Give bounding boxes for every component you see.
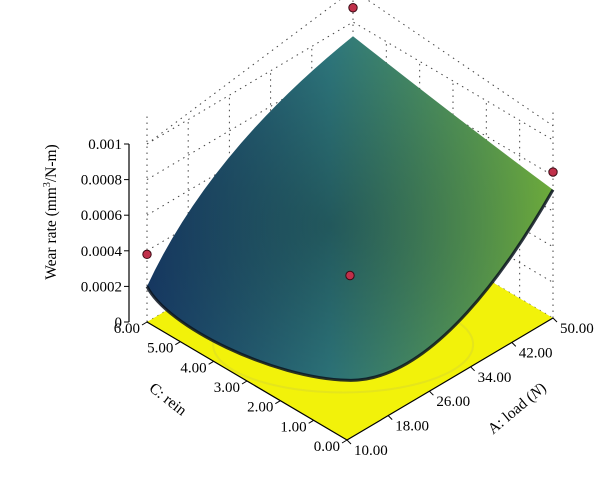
c-tick-label: 1.00 [280,419,306,435]
c-tick-mark [341,439,348,444]
a-tick-mark [387,415,393,420]
a-tick-label: 18.00 [395,419,429,435]
design-point [348,3,358,13]
c-tick-label: 4.00 [180,360,206,376]
a-tick-mark [346,439,352,445]
design-point [345,270,355,281]
c-tick-mark [275,400,281,405]
c-axis-tick-labels: 0.00 1.00 2.00 3.00 4.00 5.00 6.00 [114,321,348,455]
c-tick-mark [208,360,214,365]
design-points [142,3,558,281]
a-tick-mark [429,390,434,396]
a-axis-line [346,317,554,441]
c-tick-label: 3.00 [214,380,240,396]
a-tick-mark [552,317,558,323]
a-tick-label: 10.00 [354,443,388,459]
a-tick-mark [470,366,475,372]
c-tick-label: 6.00 [114,321,140,337]
z-tick-label: 0.0004 [81,244,123,260]
box-grid-lines [146,0,554,323]
z-tick-label: 0.001 [88,137,122,153]
a-tick-label: 50.00 [560,321,594,337]
z-tick-label: 0.0002 [81,279,122,295]
z-axis-tick-labels: 0 0.0002 0.0004 0.0006 0.0008 0.001 [81,137,129,331]
design-point [548,167,558,177]
c-axis-title: C: rein [146,380,190,420]
a-axis-title: A: load (N) [485,379,550,437]
a-tick-label: 42.00 [519,345,553,361]
c-tick-mark [241,380,248,385]
a-tick-label: 34.00 [478,370,512,386]
response-surface [145,36,555,382]
surface-front-edge [145,189,555,382]
c-tick-mark [175,341,181,346]
c-tick-label: 5.00 [147,341,173,357]
a-tick-label: 26.00 [436,394,470,410]
a-tick-mark [511,342,517,347]
c-tick-label: 2.00 [247,400,273,416]
c-tick-mark [308,419,314,424]
z-axis-title: Wear rate (mm3/N-m) [42,144,60,279]
z-tick-label: 0 [115,315,123,331]
a-axis-tick-labels: 10.00 18.00 26.00 34.00 42.00 50.00 [346,317,594,459]
surface-shade [147,36,553,381]
c-tick-label: 0.00 [314,439,340,455]
c-tick-mark [141,321,148,326]
z-tick-label: 0.0008 [81,173,122,189]
z-tick-label: 0.0006 [81,208,123,224]
design-point [142,249,152,260]
